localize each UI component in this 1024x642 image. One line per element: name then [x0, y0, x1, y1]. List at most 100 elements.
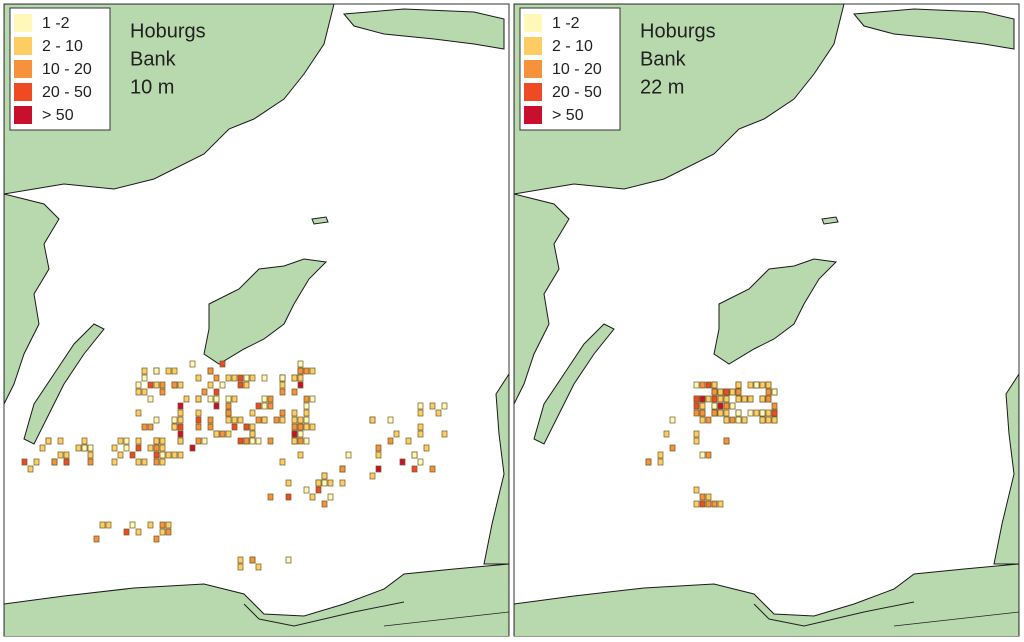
survey-square [225, 430, 232, 438]
survey-square [159, 437, 166, 445]
legend-label: 1 -2 [552, 15, 580, 32]
survey-square [291, 423, 298, 431]
survey-square [177, 451, 184, 459]
survey-square [699, 493, 706, 501]
survey-square [417, 458, 424, 466]
survey-square [291, 374, 298, 382]
survey-square [177, 416, 184, 424]
survey-square [135, 381, 142, 389]
survey-square [135, 388, 142, 396]
survey-square [147, 521, 154, 529]
survey-square [159, 521, 166, 529]
survey-square [747, 381, 754, 389]
survey-square [159, 444, 166, 452]
survey-square [171, 416, 178, 424]
survey-square [291, 416, 298, 424]
survey-square [711, 500, 718, 508]
survey-square [231, 423, 238, 431]
survey-square [183, 395, 190, 403]
survey-square [723, 388, 730, 396]
survey-square [699, 395, 706, 403]
land [483, 373, 509, 565]
survey-square [267, 493, 274, 501]
survey-square [225, 416, 232, 424]
survey-square [735, 416, 742, 424]
survey-square [429, 402, 436, 410]
survey-square [249, 409, 256, 417]
survey-square [153, 381, 160, 389]
survey-square [63, 451, 70, 459]
survey-square [63, 458, 70, 466]
survey-square [297, 367, 304, 375]
survey-square [291, 430, 298, 438]
survey-square [207, 381, 214, 389]
survey-square [705, 451, 712, 459]
survey-square [87, 444, 94, 452]
survey-square [57, 437, 64, 445]
survey-square [735, 381, 742, 389]
survey-square [123, 437, 130, 445]
survey-square [339, 465, 346, 473]
legend-swatch [14, 106, 32, 124]
legend-label: 20 - 50 [42, 84, 92, 101]
survey-square [243, 423, 250, 431]
survey-square [141, 423, 148, 431]
survey-square [303, 423, 310, 431]
panel-title: Bank [640, 48, 687, 70]
survey-square [297, 423, 304, 431]
survey-square [243, 374, 250, 382]
survey-square [741, 395, 748, 403]
survey-square [171, 423, 178, 431]
legend-swatch [524, 83, 542, 101]
survey-square [45, 437, 52, 445]
survey-square [315, 486, 322, 494]
survey-square [309, 423, 316, 431]
survey-square [147, 423, 154, 431]
survey-square [771, 402, 778, 410]
land [853, 8, 1015, 50]
survey-square [321, 472, 328, 480]
survey-square [117, 437, 124, 445]
land [4, 193, 60, 405]
survey-square [279, 374, 286, 382]
survey-square [237, 437, 244, 445]
survey-square [135, 444, 142, 452]
survey-square [723, 402, 730, 410]
survey-square [177, 430, 184, 438]
survey-square [291, 388, 298, 396]
survey-square [99, 521, 106, 529]
survey-square [195, 423, 202, 431]
survey-square [177, 437, 184, 445]
survey-square [705, 500, 712, 508]
survey-square [279, 409, 286, 417]
survey-square [153, 451, 160, 459]
survey-square [705, 381, 712, 389]
land [533, 323, 615, 445]
survey-square [135, 409, 142, 417]
survey-square [123, 528, 130, 536]
survey-square [93, 535, 100, 543]
land [514, 193, 570, 405]
survey-square [141, 458, 148, 466]
survey-square [261, 395, 268, 403]
survey-square [315, 479, 322, 487]
survey-square [213, 430, 220, 438]
survey-square [723, 416, 730, 424]
survey-square [87, 451, 94, 459]
border-line [383, 611, 509, 627]
land [821, 216, 839, 225]
survey-square [87, 458, 94, 466]
survey-square [669, 416, 676, 424]
survey-square [285, 479, 292, 487]
survey-square [417, 409, 424, 417]
survey-square [225, 395, 232, 403]
border-line [893, 611, 1019, 627]
survey-square [213, 388, 220, 396]
survey-square [765, 381, 772, 389]
legend-label: 10 - 20 [552, 61, 602, 78]
survey-square [267, 395, 274, 403]
survey-square [423, 444, 430, 452]
survey-square [165, 367, 172, 375]
survey-square [693, 500, 700, 508]
survey-square [321, 479, 328, 487]
